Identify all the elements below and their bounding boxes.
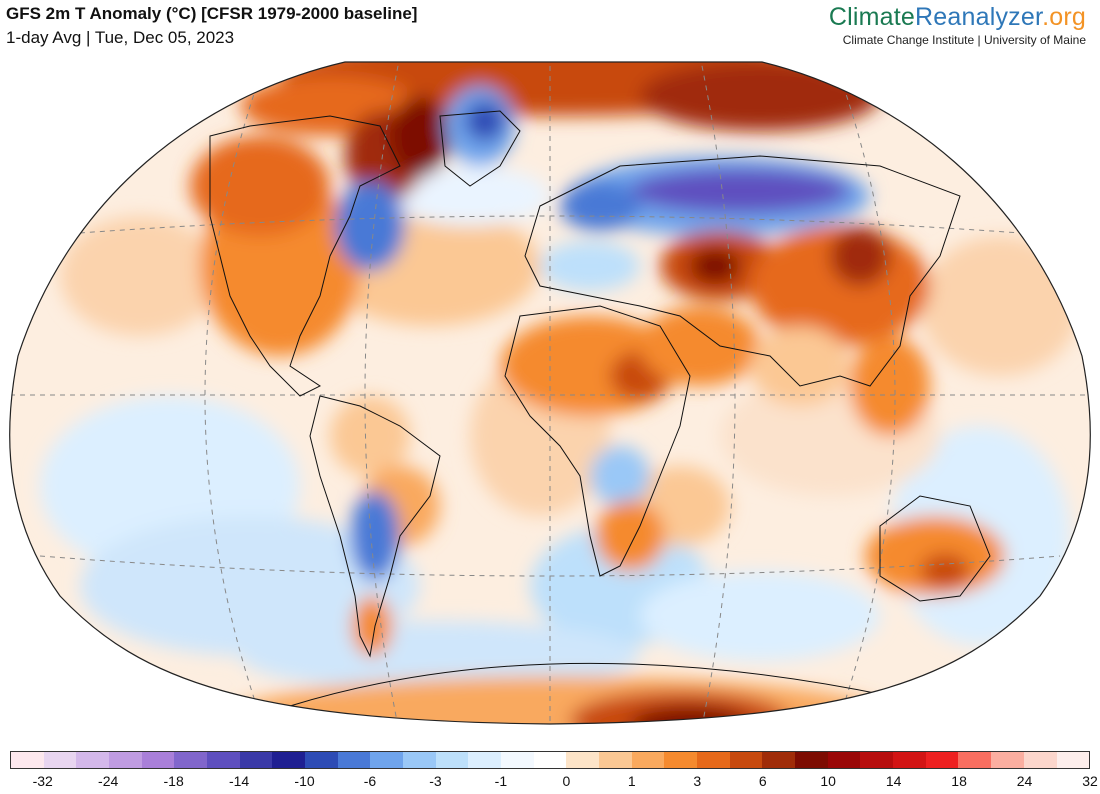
colorbar-cell [43,752,77,768]
colorbar-tick-label: -14 [228,773,250,789]
colorbar-cell [664,752,698,768]
colorbar-cell [435,752,469,768]
colorbar-tick-label: -10 [294,773,315,789]
colorbar-tick-label: -1 [494,773,508,789]
colorbar-cell [533,752,567,768]
colorbar-ticks: -32 -24 -18 -14 -10 -6 -3 -1 0 1 3 6 10 14 18 24 32 [10,773,1098,791]
colorbar-tick-label: 1 [627,773,636,789]
colorbar-cell [337,752,371,768]
colorbar-cell [958,752,992,768]
colorbar-tick-label: 14 [885,773,902,789]
colorbar-tick-label: -24 [98,773,119,789]
colorbar-tick-label: -18 [163,773,184,789]
colorbar-cell [109,752,142,768]
colorbar-cell [174,752,208,768]
colorbar-tick-label: 18 [951,773,967,789]
colorbar-cell [893,752,926,768]
colorbar-cell [207,752,240,768]
colorbar-tick-label: -6 [363,773,377,789]
colorbar-cell [827,752,861,768]
world-anomaly-map [9,61,1091,725]
colorbar-tick-label: -32 [32,773,53,789]
colorbar-tick-label: 32 [1082,773,1098,789]
colorbar-cell [76,752,110,768]
colorbar-cell [566,752,600,768]
colorbar-cell [370,752,404,768]
colorbar-tick-label: 24 [1016,773,1033,789]
colorbar-cell [141,752,175,768]
brand-tagline: Climate Change Institute | University of… [842,33,1086,47]
brand-name: ClimateReanalyzer.org [828,3,1086,31]
colorbar-cell [272,752,306,768]
colorbar-cell [305,752,338,768]
colorbar-cell [925,752,959,768]
colorbar-cell [1056,752,1090,768]
colorbar-cell [860,752,894,768]
colorbar-cell [631,752,665,768]
colorbar-cell [501,752,534,768]
colorbar-cell [697,752,730,768]
globe-outline [9,61,1091,725]
colorbar-tick-label: 3 [693,773,702,789]
colorbar-cell [762,752,796,768]
colorbar-tick-label: -3 [429,773,442,789]
colorbar-cell [795,752,828,768]
colorbar-cell [991,752,1024,768]
colorbar-tick-label: 0 [562,773,571,789]
colorbar-tick-label: 10 [820,773,836,789]
colorbar [10,751,1090,769]
colorbar-cell [599,752,632,768]
map-subtitle: 1-day Avg | Tue, Dec 05, 2023 [6,28,235,47]
colorbar-cell [239,752,273,768]
anomaly-field [9,62,1091,724]
coastlines [209,110,991,707]
colorbar-cell [11,752,44,768]
colorbar-cell [468,752,502,768]
graticule [9,62,1091,724]
colorbar-cell [729,752,763,768]
colorbar-cell [1023,752,1057,768]
colorbar-cell [403,752,436,768]
brand-logo[interactable]: ClimateReanalyzer.org Climate Change Ins… [829,2,1086,47]
colorbar-tick-label: 6 [758,773,767,789]
map-title: GFS 2m T Anomaly (°C) [CFSR 1979-2000 ba… [6,4,418,23]
